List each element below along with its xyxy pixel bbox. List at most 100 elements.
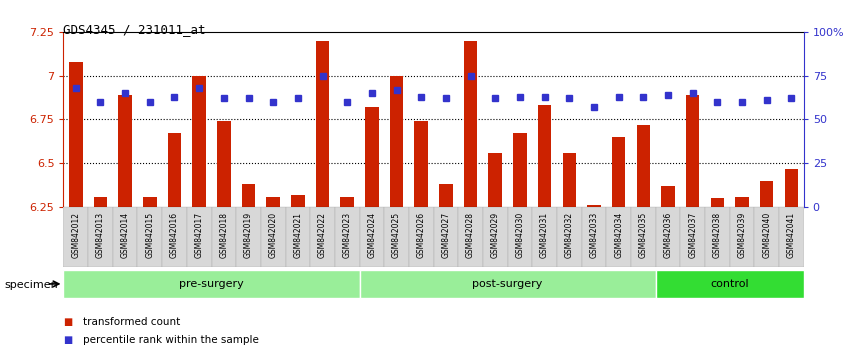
Bar <box>581 207 607 267</box>
Bar <box>285 207 310 267</box>
Bar <box>779 207 804 267</box>
Text: GSM842023: GSM842023 <box>343 212 352 258</box>
Text: control: control <box>711 279 749 289</box>
Text: GSM842038: GSM842038 <box>713 212 722 258</box>
Bar <box>69 62 83 207</box>
Text: GSM842031: GSM842031 <box>540 212 549 258</box>
Bar <box>729 207 755 267</box>
Text: GSM842033: GSM842033 <box>590 212 598 258</box>
Text: GSM842025: GSM842025 <box>392 212 401 258</box>
Bar <box>433 207 459 267</box>
Bar <box>415 121 428 207</box>
Text: GSM842026: GSM842026 <box>417 212 426 258</box>
Bar <box>538 105 552 207</box>
Bar <box>390 76 404 207</box>
Bar <box>316 41 329 207</box>
Bar <box>217 121 231 207</box>
Text: GSM842022: GSM842022 <box>318 212 327 258</box>
Bar <box>464 41 477 207</box>
Text: post-surgery: post-surgery <box>472 279 543 289</box>
Text: GSM842039: GSM842039 <box>738 212 746 258</box>
Text: GSM842012: GSM842012 <box>71 212 80 258</box>
Bar <box>212 207 236 267</box>
Bar <box>514 133 527 207</box>
Bar <box>365 107 379 207</box>
Bar <box>340 196 354 207</box>
Text: GSM842017: GSM842017 <box>195 212 204 258</box>
Text: GSM842036: GSM842036 <box>663 212 673 258</box>
Bar <box>508 207 532 267</box>
Bar <box>656 207 680 267</box>
Bar <box>631 207 656 267</box>
Bar <box>563 153 576 207</box>
Text: GSM842030: GSM842030 <box>515 212 525 258</box>
Bar <box>192 76 206 207</box>
Bar <box>784 169 798 207</box>
Text: specimen: specimen <box>4 280 58 290</box>
Bar <box>63 270 360 298</box>
Bar <box>735 196 749 207</box>
Bar <box>760 181 773 207</box>
Text: percentile rank within the sample: percentile rank within the sample <box>83 335 259 345</box>
Bar <box>483 207 508 267</box>
Text: GSM842016: GSM842016 <box>170 212 179 258</box>
Text: GSM842028: GSM842028 <box>466 212 475 258</box>
Bar <box>557 207 581 267</box>
Bar <box>680 207 705 267</box>
Bar <box>88 207 113 267</box>
Text: GSM842035: GSM842035 <box>639 212 648 258</box>
Bar <box>168 133 181 207</box>
Text: GSM842021: GSM842021 <box>294 212 302 258</box>
Text: GSM842015: GSM842015 <box>146 212 154 258</box>
Bar <box>488 153 502 207</box>
Text: pre-surgery: pre-surgery <box>179 279 244 289</box>
Bar <box>532 207 557 267</box>
Text: GSM842018: GSM842018 <box>219 212 228 258</box>
Bar <box>137 207 162 267</box>
Bar <box>360 207 384 267</box>
Bar <box>310 207 335 267</box>
Bar <box>439 184 453 207</box>
Bar <box>686 95 700 207</box>
Text: GSM842027: GSM842027 <box>442 212 450 258</box>
Bar <box>755 207 779 267</box>
Bar <box>266 196 280 207</box>
Bar <box>162 207 187 267</box>
Bar <box>187 207 212 267</box>
Bar <box>459 207 483 267</box>
Text: GSM842020: GSM842020 <box>269 212 277 258</box>
Text: ■: ■ <box>63 335 73 345</box>
Bar <box>94 196 107 207</box>
Bar <box>236 207 261 267</box>
Text: GDS4345 / 231011_at: GDS4345 / 231011_at <box>63 23 206 36</box>
Bar <box>711 198 724 207</box>
Text: GSM842034: GSM842034 <box>614 212 624 258</box>
Bar <box>636 125 650 207</box>
Text: GSM842037: GSM842037 <box>688 212 697 258</box>
Text: transformed count: transformed count <box>83 317 180 327</box>
Bar <box>662 186 675 207</box>
Bar <box>607 207 631 267</box>
Bar <box>705 207 729 267</box>
Text: GSM842032: GSM842032 <box>565 212 574 258</box>
Text: GSM842040: GSM842040 <box>762 212 772 258</box>
Text: GSM842024: GSM842024 <box>367 212 376 258</box>
Bar <box>384 207 409 267</box>
Text: ■: ■ <box>63 317 73 327</box>
Bar <box>409 207 433 267</box>
Bar <box>656 270 804 298</box>
Bar <box>261 207 285 267</box>
Bar <box>335 207 360 267</box>
Bar <box>63 207 88 267</box>
Text: GSM842013: GSM842013 <box>96 212 105 258</box>
Bar <box>113 207 137 267</box>
Text: GSM842019: GSM842019 <box>244 212 253 258</box>
Text: GSM842029: GSM842029 <box>491 212 500 258</box>
Text: GSM842041: GSM842041 <box>787 212 796 258</box>
Bar <box>118 95 132 207</box>
Bar <box>242 184 255 207</box>
Bar <box>587 205 601 207</box>
Bar <box>612 137 625 207</box>
Bar <box>143 196 157 207</box>
Text: GSM842014: GSM842014 <box>121 212 129 258</box>
